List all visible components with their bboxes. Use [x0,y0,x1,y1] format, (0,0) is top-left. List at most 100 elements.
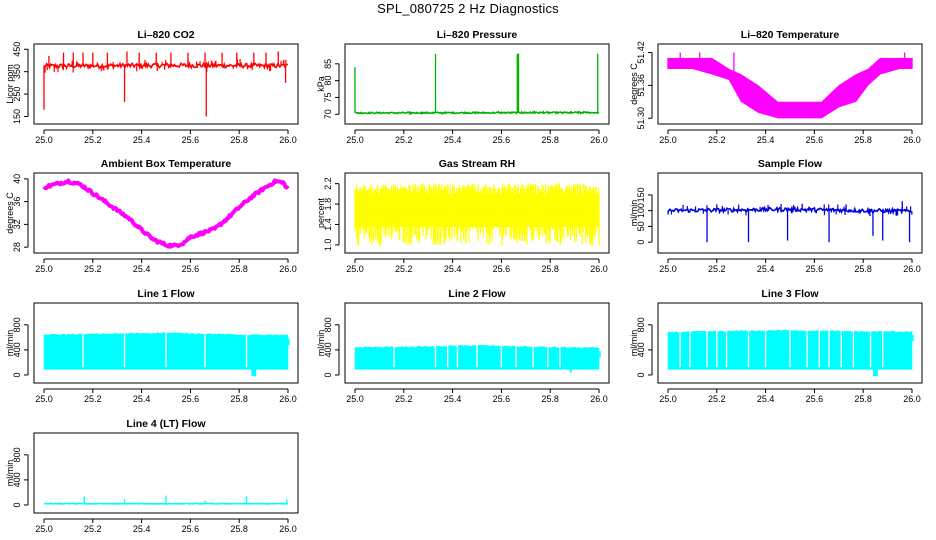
x-tick-label: 25.4 [133,394,151,404]
series-Line4 [43,495,289,505]
y-tick-label: 400 [323,342,333,357]
x-tick-label: 25.8 [854,264,872,274]
y-tick-label: 250 [12,87,22,102]
y-tick-label: 0 [636,240,646,245]
plot-frame [33,432,299,514]
y-tick-label: 350 [12,64,22,79]
x-tick-label: 25.4 [133,135,151,145]
plot-frame [344,302,610,384]
y-tick-label: 0 [12,372,22,377]
x-tick-label: 25.4 [757,394,775,404]
chart-title: Gas Stream RH [439,158,515,170]
chart-panel-5: Gas Stream RH 25.0 25.2 25.4 25.6 25.8 26.0 1.0… [316,158,610,274]
y-tick-label: 0 [323,372,333,377]
y-axis: 28 32 36 40 degrees C [5,174,29,252]
x-tick-label: 25.6 [806,264,824,274]
chart-title: Ambient Box Temperature [101,158,232,170]
x-tick-label: 26.0 [903,135,921,145]
y-axis: 150 250 350 450 Licor ppm [5,42,29,124]
y-tick-label: 800 [636,317,646,332]
y-axis-label: ml/min [5,460,15,487]
y-tick-label: 800 [12,317,22,332]
series-BoxTemp [42,178,290,249]
flow-dip [251,369,257,377]
x-tick-label: 25.0 [35,264,53,274]
x-tick-label: 25.0 [346,394,364,404]
x-tick-label: 26.0 [279,524,297,534]
plot-frame [657,302,923,384]
x-tick-label: 25.4 [133,264,151,274]
series-CO2 [43,51,289,117]
y-tick-label: 50 [636,221,646,231]
x-tick-label: 25.0 [346,135,364,145]
x-tick-label: 25.2 [708,394,726,404]
y-tick-label: 2.2 [323,177,333,190]
x-tick-label: 25.8 [230,264,248,274]
x-axis: 25.0 25.2 25.4 25.6 25.8 26.0 [346,388,608,404]
y-tick-label: 51.36 [636,74,646,97]
y-tick-label: 32 [12,219,22,229]
chart-title: Li–820 Temperature [741,29,840,41]
x-tick-label: 25.8 [541,394,559,404]
chart-title: Li–820 CO2 [137,29,194,41]
page-title: SPL_080725 2 Hz Diagnostics [377,1,559,16]
x-tick-label: 25.0 [35,135,53,145]
x-tick-label: 25.4 [444,135,462,145]
x-tick-label: 25.6 [806,135,824,145]
x-tick-label: 25.6 [182,135,200,145]
x-tick-label: 25.2 [708,135,726,145]
flow-dip [872,369,878,377]
series-SampleFlow [667,201,913,243]
x-tick-label: 25.6 [182,524,200,534]
x-tick-label: 25.2 [84,264,102,274]
y-tick-label: 40 [12,174,22,184]
plot-frame [33,302,299,384]
y-axis-label: ml/min [629,200,639,227]
y-tick-label: 400 [12,342,22,357]
y-axis: 70 75 80 85 kPa [316,59,340,119]
series-RH [354,183,600,246]
x-tick-label: 25.4 [757,135,775,145]
y-axis-label: kPa [316,76,326,92]
chart-panel-9: Line 3 Flow 25.0 25.2 25.4 25.6 25.8 26.0 0 400 8… [629,288,923,404]
x-axis: 25.0 25.2 25.4 25.6 25.8 26.0 [35,388,297,404]
x-tick-label: 25.8 [230,394,248,404]
x-tick-label: 25.8 [230,135,248,145]
y-tick-label: 28 [12,242,22,252]
x-tick-label: 25.4 [444,264,462,274]
x-tick-label: 26.0 [590,135,608,145]
x-tick-label: 25.6 [493,135,511,145]
x-tick-label: 25.0 [659,135,677,145]
x-tick-label: 25.2 [84,394,102,404]
x-tick-label: 25.8 [541,135,559,145]
x-tick-label: 26.0 [279,394,297,404]
plot-frame [657,43,923,125]
series-Pressure [354,53,600,115]
y-tick-label: 1.8 [323,198,333,211]
x-tick-label: 25.2 [84,135,102,145]
chart-title: Line 2 Flow [448,288,506,300]
x-axis: 25.0 25.2 25.4 25.6 25.8 26.0 [659,258,921,274]
plot-frame [33,43,299,125]
x-tick-label: 25.0 [659,264,677,274]
chart-panel-1: Li–820 CO2 25.0 25.2 25.4 25.6 25.8 26.0 150 250… [5,29,299,145]
chart-title: Line 1 Flow [137,288,195,300]
x-tick-label: 25.0 [346,264,364,274]
y-tick-label: 150 [12,109,22,124]
plot-frame [344,172,610,254]
y-axis-label: ml/min [5,330,15,357]
x-tick-label: 25.6 [806,394,824,404]
x-tick-label: 26.0 [279,135,297,145]
y-axis-label: degrees C [5,192,15,234]
x-axis: 25.0 25.2 25.4 25.6 25.8 26.0 [659,129,921,145]
chart-panel-8: Line 2 Flow 25.0 25.2 25.4 25.6 25.8 26.0 0 400 8… [316,288,610,404]
chart-panel-7: Line 1 Flow 25.0 25.2 25.4 25.6 25.8 26.0 0 400 8… [5,288,299,404]
y-tick-label: 800 [12,447,22,462]
x-tick-label: 25.4 [444,394,462,404]
